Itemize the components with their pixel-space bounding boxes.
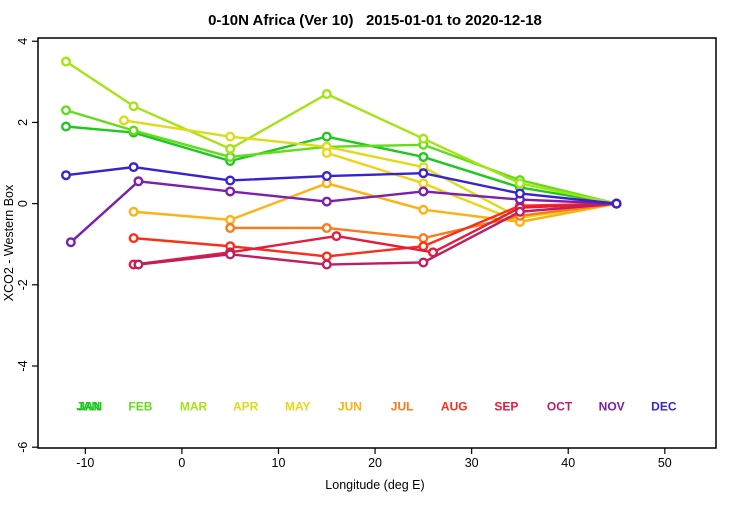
- series-point-dec: [321, 171, 332, 182]
- series-line-aug: [132, 202, 618, 258]
- series-point-nov: [133, 176, 144, 187]
- series-point-mar: [514, 178, 525, 189]
- series-point-feb: [128, 125, 139, 136]
- series-point-aug: [128, 233, 139, 244]
- y-tick-label: 2: [16, 119, 30, 126]
- series-point-oct: [418, 257, 429, 268]
- y-axis-title: XCO2 - Western Box: [2, 184, 16, 301]
- month-label-dec: DEC: [651, 400, 677, 414]
- series-point-feb: [61, 105, 72, 116]
- series-point-aug: [321, 251, 332, 262]
- month-label-nov: NOV: [599, 400, 625, 414]
- series-point-jan: [418, 151, 429, 162]
- series-point-jul: [225, 222, 236, 233]
- y-tick-label: -2: [16, 279, 30, 290]
- series-point-aug: [418, 241, 429, 252]
- y-tick-label: 4: [16, 38, 30, 45]
- series-point-jun: [418, 204, 429, 215]
- series-point-nov: [225, 186, 236, 197]
- series-point-dec: [225, 175, 236, 186]
- series-point-dec: [128, 162, 139, 173]
- series-point-jan: [61, 121, 72, 132]
- series-point-feb: [225, 151, 236, 162]
- series-point-dec: [611, 198, 622, 209]
- series-point-oct: [321, 259, 332, 270]
- series-point-dec: [418, 168, 429, 179]
- series-point-mar: [321, 89, 332, 100]
- series-point-jul: [321, 222, 332, 233]
- month-label-aug: AUG: [441, 400, 468, 414]
- month-label-jun: JUN: [338, 400, 362, 414]
- series-point-oct: [514, 206, 525, 217]
- series-point-dec: [514, 188, 525, 199]
- series-point-apr: [225, 131, 236, 142]
- series-line-oct: [137, 202, 618, 266]
- y-tick-label: 0: [16, 200, 30, 207]
- month-label-may: MAY: [285, 400, 311, 414]
- series-point-dec: [61, 170, 72, 181]
- series-point-apr: [118, 115, 129, 126]
- series-point-may: [418, 178, 429, 189]
- series-point-jun: [128, 206, 139, 217]
- month-label-jul: JUL: [391, 400, 414, 414]
- series-point-jul: [418, 233, 429, 244]
- x-tick-label: 10: [272, 456, 286, 470]
- x-tick-label: 20: [368, 456, 382, 470]
- month-label-jan: JAN: [78, 400, 102, 414]
- plot-border: [37, 37, 717, 449]
- series-point-mar: [61, 56, 72, 67]
- month-label-oct: OCT: [547, 400, 573, 414]
- series-line-jan: [64, 125, 618, 205]
- month-label-sep: SEP: [494, 400, 518, 414]
- series-point-jan: [321, 131, 332, 142]
- x-tick-label: 50: [658, 456, 672, 470]
- chart-title: 0-10N Africa (Ver 10) 2015-01-01 to 2020…: [208, 12, 542, 29]
- x-tick-label: -10: [76, 456, 94, 470]
- series-point-mar: [128, 101, 139, 112]
- x-tick-label: 40: [561, 456, 575, 470]
- x-axis-title: Longitude (deg E): [325, 478, 424, 492]
- series-point-mar: [225, 143, 236, 154]
- month-label-jan: JAN: [76, 400, 100, 414]
- series-point-mar: [418, 133, 429, 144]
- x-tick-label: 30: [465, 456, 479, 470]
- series-point-may: [321, 147, 332, 158]
- series-line-apr: [122, 119, 618, 220]
- series-line-sep: [132, 202, 618, 266]
- x-tick-label: 0: [178, 456, 185, 470]
- month-label-mar: MAR: [180, 400, 208, 414]
- series-point-nov: [418, 186, 429, 197]
- series-point-sep: [331, 231, 342, 242]
- series-point-oct: [225, 249, 236, 260]
- month-label-feb: FEB: [128, 400, 152, 414]
- series-point-nov: [321, 196, 332, 207]
- series-point-oct: [133, 259, 144, 270]
- month-label-apr: APR: [233, 400, 259, 414]
- series-point-nov: [65, 237, 76, 248]
- series-point-jun: [225, 214, 236, 225]
- y-tick-label: -6: [16, 442, 30, 453]
- y-tick-label: -4: [16, 360, 30, 371]
